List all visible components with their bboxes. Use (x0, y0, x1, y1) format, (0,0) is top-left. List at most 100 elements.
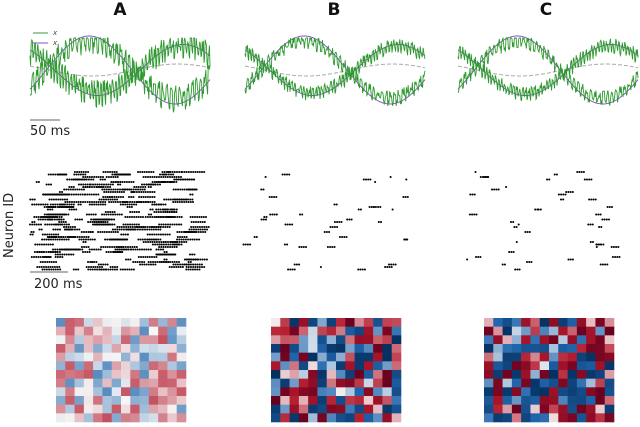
spike-C (518, 268, 521, 271)
spike-C (597, 213, 600, 216)
heatmap-cell-A (111, 413, 122, 423)
heatmap-cell-C (595, 387, 606, 397)
spike-A (162, 260, 165, 264)
heatmap-cell-A (130, 387, 140, 397)
heatmap-cell-C (558, 370, 568, 379)
spike-A (142, 255, 145, 259)
spike-A (151, 175, 154, 179)
heatmap-cell-C (511, 378, 522, 388)
heatmap-cell-C (586, 335, 596, 345)
spike-A (147, 240, 150, 244)
spike-B (253, 235, 256, 239)
spike-A (175, 260, 178, 264)
spike-A (191, 253, 194, 256)
spike-A (187, 263, 190, 266)
spike-C (590, 178, 593, 181)
heatmap-cell-B (373, 370, 383, 379)
spike-A (44, 223, 47, 226)
spike-A (101, 178, 104, 181)
heatmap-cell-A (130, 378, 140, 388)
spike-C (560, 193, 563, 196)
spike-A (122, 238, 125, 241)
spike-A (106, 245, 109, 249)
heatmap-cell-C (549, 344, 559, 353)
spike-B (286, 243, 289, 246)
spike-A (160, 180, 163, 184)
spike-A (147, 183, 151, 186)
heatmap-cell-A (56, 326, 66, 336)
heatmap-cell-B (271, 370, 281, 379)
spike-A (188, 230, 191, 234)
spike-A (78, 235, 81, 239)
spike-B (271, 213, 274, 216)
spike-A (90, 213, 93, 216)
spike-A (154, 228, 158, 231)
heatmap-cell-B (298, 404, 309, 414)
spike-A (94, 265, 97, 269)
heatmap-cell-B (336, 318, 346, 327)
spike-A (172, 210, 176, 214)
heatmap-cell-A (102, 413, 113, 423)
spike-C (515, 225, 518, 229)
spike-A (192, 263, 195, 266)
spike-C (487, 175, 490, 179)
spike-B (333, 220, 336, 224)
spike-A (104, 195, 107, 199)
spike-B (329, 245, 332, 249)
heatmap-cell-A (167, 387, 178, 397)
spike-A (98, 218, 101, 221)
spike-A (43, 213, 46, 216)
spike-B (325, 230, 328, 234)
spike-A (168, 233, 171, 236)
spike-A (46, 233, 49, 236)
spike-A (201, 220, 204, 224)
spike-A (114, 200, 117, 204)
spike-A (144, 215, 147, 219)
spike-A (128, 268, 131, 271)
spike-A (31, 203, 34, 206)
heatmap-cell-A (102, 378, 113, 388)
spike-A (147, 260, 150, 264)
spike-A (192, 170, 195, 174)
spike-A (160, 243, 163, 246)
spike-B (367, 178, 370, 181)
heatmap-cell-C (549, 396, 559, 405)
spike-C (594, 198, 597, 201)
spike-A (178, 238, 181, 241)
heatmap-cell-A (74, 404, 85, 414)
spike-A (86, 185, 89, 189)
spike-A (93, 175, 96, 179)
heatmap-cell-C (549, 378, 559, 388)
heatmap-cell-C (493, 404, 503, 414)
spike-A (124, 223, 127, 226)
spike-A (98, 183, 101, 186)
heatmap-cell-B (326, 344, 337, 353)
spike-A (53, 265, 56, 269)
spike-A (78, 188, 81, 191)
heatmap-cell-B (308, 344, 318, 353)
spike-A (194, 263, 197, 266)
spike-C (607, 218, 611, 221)
spike-A (78, 228, 81, 231)
spike-A (52, 173, 55, 176)
spike-A (142, 225, 145, 229)
spike-A (162, 180, 165, 184)
spike-A (153, 210, 156, 214)
spike-A (164, 240, 167, 244)
heatmap-cell-A (148, 318, 159, 327)
spike-A (152, 228, 155, 231)
spike-A (108, 195, 111, 199)
spike-A (90, 248, 93, 251)
heatmap-cell-B (382, 387, 393, 397)
spike-A (122, 200, 125, 204)
spike-A (88, 200, 91, 204)
spike-A (191, 230, 194, 234)
spike-A (83, 178, 86, 181)
heatmap-cell-B (354, 335, 365, 345)
heatmap-cell-C (484, 404, 494, 414)
heatmap-cell-C (567, 361, 578, 371)
heatmap-cell-C (549, 413, 559, 423)
heatmap-cell-C (511, 318, 522, 327)
spike-A (158, 183, 162, 186)
heatmap-cell-A (56, 370, 66, 379)
